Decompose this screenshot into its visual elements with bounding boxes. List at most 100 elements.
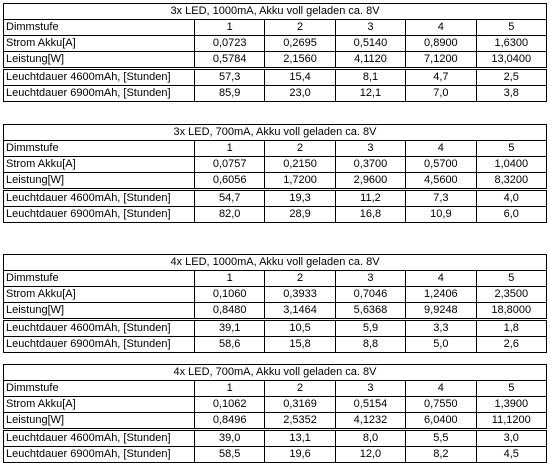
cell: 0,1062	[193, 396, 266, 413]
row-label: Leuchtdauer 4600mAh, [Stunden]	[3, 318, 195, 337]
cell: 2,1560	[264, 51, 336, 69]
header-cell: 2	[264, 380, 336, 397]
cell: 4,5	[475, 446, 548, 463]
cell: 0,8496	[193, 412, 266, 430]
cell: 4,7	[405, 67, 477, 86]
cell: 15,4	[264, 67, 336, 86]
row-label: Leuchtdauer 6900mAh, [Stunden]	[3, 336, 195, 353]
cell: 0,3933	[264, 286, 336, 303]
cell: 4,5600	[405, 172, 477, 190]
cell: 0,5700	[405, 156, 477, 173]
cell: 0,2150	[264, 156, 336, 173]
data-row: Leuchtdauer 4600mAh, [Stunden] 54,7 19,3 11…	[3, 188, 548, 207]
cell: 4,0	[475, 188, 548, 207]
title-row: 3x LED, 1000mA, Akku voll geladen ca. 8V	[3, 3, 547, 20]
table-title: 4x LED, 700mA, Akku voll geladen ca. 8V	[3, 364, 547, 381]
cell: 10,5	[264, 318, 336, 337]
cell: 1,2406	[405, 286, 477, 303]
data-row: Leuchtdauer 6900mAh, [Stunden] 58,5 19,6 12…	[3, 446, 548, 463]
header-cell: 1	[193, 19, 266, 36]
cell: 12,1	[334, 85, 407, 102]
cell: 8,1	[334, 67, 407, 86]
cell: 11,1200	[475, 412, 548, 430]
row-label: Strom Akku[A]	[3, 286, 195, 303]
cell: 57,3	[193, 67, 266, 86]
cell: 13,0400	[475, 51, 548, 69]
header-cell: 5	[475, 19, 548, 36]
data-row: Leuchtdauer 4600mAh, [Stunden] 39,0 13,1 8,…	[3, 428, 548, 447]
cell: 0,0757	[193, 156, 266, 173]
table-title: 4x LED, 1000mA, Akku voll geladen ca. 8V	[3, 254, 547, 271]
title-row: 3x LED, 700mA, Akku voll geladen ca. 8V	[3, 124, 547, 141]
header-cell: 3	[334, 140, 407, 157]
header-cell: 3	[334, 270, 407, 287]
cell: 3,1464	[264, 302, 336, 320]
header-cell: Dimmstufe	[3, 270, 195, 287]
header-cell: Dimmstufe	[3, 19, 195, 36]
cell: 19,6	[264, 446, 336, 463]
cell: 0,2695	[264, 35, 336, 52]
title-row: 4x LED, 700mA, Akku voll geladen ca. 8V	[3, 364, 547, 381]
cell: 11,2	[334, 188, 407, 207]
data-row: Leistung[W] 0,8480 3,1464 5,6368 9,9248 18,80…	[3, 302, 548, 320]
cell: 2,5	[475, 67, 548, 86]
cell: 2,6	[475, 336, 548, 353]
row-label: Leuchtdauer 4600mAh, [Stunden]	[3, 188, 195, 207]
cell: 6,0	[475, 206, 548, 223]
data-row: Leuchtdauer 4600mAh, [Stunden] 57,3 15,4 8,…	[3, 67, 548, 86]
cell: 0,3700	[334, 156, 407, 173]
row-label: Leuchtdauer 4600mAh, [Stunden]	[3, 428, 195, 447]
cell: 1,8	[475, 318, 548, 337]
cell: 2,9600	[334, 172, 407, 190]
cell: 0,8480	[193, 302, 266, 320]
header-cell: 1	[193, 140, 266, 157]
data-row: Strom Akku[A] 0,1060 0,3933 0,7046 1,2406 2,3…	[3, 286, 548, 303]
cell: 5,6368	[334, 302, 407, 320]
cell: 8,8	[334, 336, 407, 353]
cell: 12,0	[334, 446, 407, 463]
data-row: Strom Akku[A] 0,1062 0,3169 0,5154 0,7550 1,3…	[3, 396, 548, 413]
header-cell: 1	[193, 380, 266, 397]
row-label: Strom Akku[A]	[3, 156, 195, 173]
title-row: 4x LED, 1000mA, Akku voll geladen ca. 8V	[3, 254, 547, 271]
header-cell: 4	[405, 140, 477, 157]
header-row: Dimmstufe 1 2 3 4 5	[3, 19, 548, 36]
cell: 1,6300	[475, 35, 548, 52]
data-table: 4x LED, 1000mA, Akku voll geladen ca. 8V…	[3, 254, 548, 353]
cell: 8,0	[334, 428, 407, 447]
table-title: 3x LED, 1000mA, Akku voll geladen ca. 8V	[3, 3, 547, 20]
row-label: Leuchtdauer 6900mAh, [Stunden]	[3, 206, 195, 223]
header-cell: Dimmstufe	[3, 380, 195, 397]
cell: 6,0400	[405, 412, 477, 430]
data-row: Strom Akku[A] 0,0757 0,2150 0,3700 0,5700 1,0…	[3, 156, 548, 173]
cell: 1,0400	[475, 156, 548, 173]
header-cell: 1	[193, 270, 266, 287]
header-cell: 4	[405, 380, 477, 397]
cell: 0,5154	[334, 396, 407, 413]
cell: 85,9	[193, 85, 266, 102]
header-cell: 5	[475, 140, 548, 157]
cell: 0,7046	[334, 286, 407, 303]
row-label: Leuchtdauer 6900mAh, [Stunden]	[3, 446, 195, 463]
data-table: 3x LED, 1000mA, Akku voll geladen ca. 8V…	[3, 3, 548, 102]
header-cell: 5	[475, 380, 548, 397]
data-row: Leuchtdauer 6900mAh, [Stunden] 85,9 23,0 12…	[3, 85, 548, 102]
data-row: Leuchtdauer 6900mAh, [Stunden] 82,0 28,9 16…	[3, 206, 548, 223]
cell: 0,3169	[264, 396, 336, 413]
cell: 8,3200	[475, 172, 548, 190]
cell: 0,7550	[405, 396, 477, 413]
cell: 7,1200	[405, 51, 477, 69]
header-cell: 3	[334, 380, 407, 397]
data-row: Leuchtdauer 4600mAh, [Stunden] 39,1 10,5 5,…	[3, 318, 548, 337]
cell: 18,8000	[475, 302, 548, 320]
header-cell: 4	[405, 19, 477, 36]
cell: 1,7200	[264, 172, 336, 190]
cell: 0,8900	[405, 35, 477, 52]
cell: 0,0723	[193, 35, 266, 52]
row-label: Leistung[W]	[3, 302, 195, 320]
data-row: Leistung[W] 0,5784 2,1560 4,1120 7,1200 13,04…	[3, 51, 548, 69]
data-row: Leuchtdauer 6900mAh, [Stunden] 58,6 15,8 8,…	[3, 336, 548, 353]
row-label: Strom Akku[A]	[3, 396, 195, 413]
data-table: 4x LED, 700mA, Akku voll geladen ca. 8V D…	[3, 364, 548, 463]
